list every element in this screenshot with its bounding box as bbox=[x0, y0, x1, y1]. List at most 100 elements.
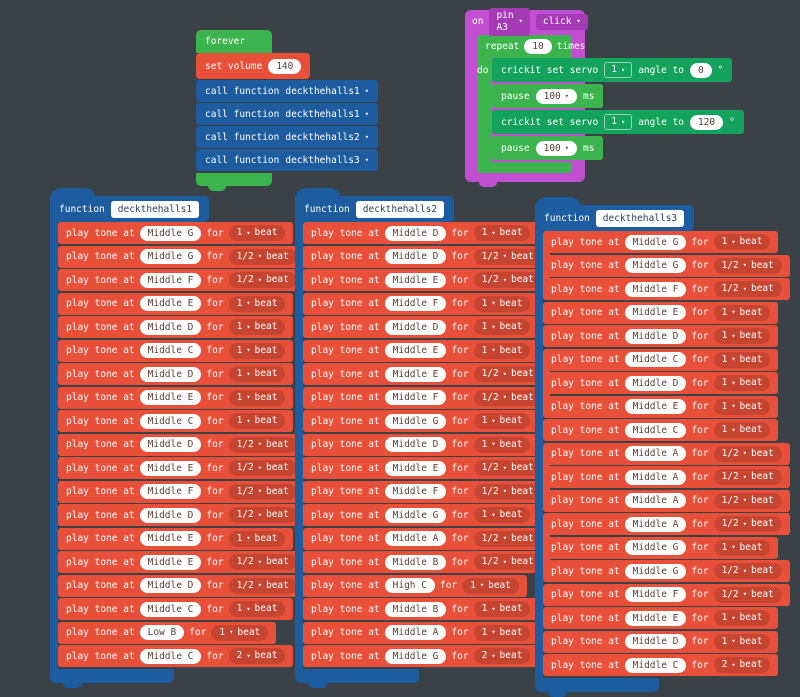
beat-dropdown[interactable]: 1/2 ▾ beat bbox=[473, 248, 542, 265]
play-tone-block[interactable]: play tone at Middle C for 1 ▾ beat bbox=[543, 419, 779, 441]
play-tone-block[interactable]: play tone at Middle C for 1 ▾ beat bbox=[543, 348, 779, 371]
servo-dropdown[interactable]: 1 ▾ bbox=[604, 62, 633, 78]
play-tone-block[interactable]: play tone at Middle E for 1 ▾ beat bbox=[58, 527, 294, 550]
beat-dropdown[interactable]: 1 ▾ beat bbox=[462, 577, 519, 594]
function-define-block[interactable]: function deckthehalls3 play tone at Middl… bbox=[535, 197, 790, 697]
repeat-header[interactable]: repeat 10 times bbox=[477, 35, 585, 58]
beat-dropdown[interactable]: 2 ▾ beat bbox=[228, 648, 286, 664]
play-tone-block[interactable]: play tone at Middle D for 1 ▾ beat bbox=[303, 433, 539, 456]
angle-value-field[interactable]: 0 bbox=[689, 62, 712, 78]
on-pin-header[interactable]: on pin A3 ▾ click ▾ bbox=[465, 7, 588, 36]
play-tone-block[interactable]: play tone at Middle E for 1/2 ▾ beat bbox=[58, 551, 305, 573]
beat-dropdown[interactable]: 1 ▾ beat bbox=[473, 295, 531, 312]
note-field[interactable]: Middle D bbox=[384, 225, 447, 241]
beat-dropdown[interactable]: 1 ▾ beat bbox=[228, 225, 286, 241]
play-tone-block[interactable]: play tone at Middle E for 1 ▾ beat bbox=[543, 301, 779, 324]
play-tone-block[interactable]: play tone at Middle E for 1 ▾ beat bbox=[543, 395, 779, 418]
crickit-set-servo-block[interactable]: crickit set servo 1 ▾ angle to 120 ° bbox=[492, 110, 744, 134]
note-field[interactable]: Middle F bbox=[384, 390, 447, 405]
beat-dropdown[interactable]: 1 ▾ beat bbox=[713, 351, 771, 368]
note-field[interactable]: Middle E bbox=[384, 272, 447, 288]
note-field[interactable]: Middle G bbox=[384, 648, 447, 664]
play-tone-block[interactable]: play tone at Middle C for 1 ▾ beat bbox=[58, 339, 294, 362]
note-field[interactable]: Middle A bbox=[624, 516, 687, 532]
beat-dropdown[interactable]: 1/2 ▾ beat bbox=[713, 445, 782, 462]
beat-dropdown[interactable]: 1 ▾ beat bbox=[228, 413, 286, 429]
servo-dropdown[interactable]: 1 ▾ bbox=[604, 114, 633, 130]
play-tone-block[interactable]: play tone at Middle A for 1/2 ▾ beat bbox=[543, 442, 790, 465]
play-tone-block[interactable]: play tone at Middle G for 1/2 ▾ beat bbox=[58, 245, 305, 268]
note-field[interactable]: Middle F bbox=[624, 587, 687, 602]
play-tone-block[interactable]: play tone at Middle B for 1/2 ▾ beat bbox=[303, 551, 550, 573]
beat-dropdown[interactable]: 1 ▾ beat bbox=[228, 319, 286, 335]
note-field[interactable]: Middle A bbox=[624, 493, 687, 508]
beat-dropdown[interactable]: 2 ▾ beat bbox=[473, 648, 531, 664]
call-function-block[interactable]: call function deckthehalls2 ▾ bbox=[196, 126, 378, 148]
play-tone-block[interactable]: play tone at Middle E for 1/2 ▾ beat bbox=[303, 457, 550, 479]
play-tone-block[interactable]: play tone at Middle F for 1/2 ▾ beat bbox=[543, 583, 790, 606]
note-field[interactable]: Middle D bbox=[384, 319, 447, 335]
play-tone-block[interactable]: play tone at Middle G for 1/2 ▾ beat bbox=[543, 254, 790, 277]
note-field[interactable]: Middle E bbox=[384, 366, 447, 382]
beat-dropdown[interactable]: 1/2 ▾ beat bbox=[713, 516, 782, 532]
beat-dropdown[interactable]: 1/2 ▾ beat bbox=[473, 483, 542, 500]
call-function-block[interactable]: call function deckthehalls1 ▾ bbox=[196, 80, 378, 102]
repeat-count-field[interactable]: 10 bbox=[524, 39, 552, 54]
note-field[interactable]: Middle E bbox=[384, 460, 447, 476]
play-tone-block[interactable]: play tone at Middle G for 1 ▾ beat bbox=[303, 410, 539, 432]
beat-dropdown[interactable]: 1/2 ▾ beat bbox=[713, 257, 782, 274]
note-field[interactable]: Middle E bbox=[139, 531, 202, 546]
beat-dropdown[interactable]: 1 ▾ beat bbox=[228, 342, 286, 359]
beat-dropdown[interactable]: 1 ▾ beat bbox=[713, 328, 771, 344]
play-tone-block[interactable]: play tone at Middle F for 1/2 ▾ beat bbox=[58, 269, 305, 291]
beat-dropdown[interactable]: 1 ▾ beat bbox=[473, 342, 531, 359]
play-tone-block[interactable]: play tone at Middle G for 2 ▾ beat bbox=[303, 645, 539, 667]
play-tone-block[interactable]: play tone at Middle E for 1 ▾ beat bbox=[543, 607, 779, 629]
play-tone-block[interactable]: play tone at Middle F for 1/2 ▾ beat bbox=[58, 480, 305, 503]
play-tone-block[interactable]: play tone at Middle G for 1 ▾ beat bbox=[303, 504, 539, 526]
beat-dropdown[interactable]: 1 ▾ beat bbox=[211, 624, 269, 641]
function-dropdown[interactable]: deckthehalls1 ▾ bbox=[285, 109, 369, 120]
play-tone-block[interactable]: play tone at Middle D for 1/2 ▾ beat bbox=[303, 245, 550, 268]
note-field[interactable]: Middle D bbox=[139, 366, 202, 382]
beat-dropdown[interactable]: 1 ▾ beat bbox=[713, 633, 771, 650]
note-field[interactable]: Middle A bbox=[624, 469, 687, 485]
play-tone-block[interactable]: play tone at Middle C for 1 ▾ beat bbox=[58, 598, 294, 620]
note-field[interactable]: Middle E bbox=[624, 399, 687, 414]
beat-dropdown[interactable]: 1/2 ▾ beat bbox=[228, 507, 297, 523]
beat-dropdown[interactable]: 1/2 ▾ beat bbox=[713, 281, 782, 297]
beat-dropdown[interactable]: 1 ▾ beat bbox=[713, 422, 771, 438]
note-field[interactable]: Middle C bbox=[624, 657, 687, 673]
note-field[interactable]: Middle D bbox=[624, 328, 687, 344]
note-field[interactable]: Middle B bbox=[384, 554, 447, 570]
volume-value-field[interactable]: 140 bbox=[268, 58, 302, 74]
function-header[interactable]: function deckthehalls3 bbox=[535, 205, 695, 231]
play-tone-block[interactable]: play tone at Middle D for 1/2 ▾ beat bbox=[58, 574, 305, 597]
beat-dropdown[interactable]: 1/2 ▾ beat bbox=[473, 389, 542, 406]
beat-dropdown[interactable]: 1/2 ▾ beat bbox=[713, 586, 782, 603]
beat-dropdown[interactable]: 1 ▾ beat bbox=[473, 601, 531, 617]
note-field[interactable]: Middle G bbox=[139, 249, 202, 264]
note-field[interactable]: Middle E bbox=[384, 343, 447, 358]
beat-dropdown[interactable]: 1 ▾ beat bbox=[473, 436, 531, 453]
play-tone-block[interactable]: play tone at Middle D for 1 ▾ beat bbox=[543, 325, 779, 347]
note-field[interactable]: Middle G bbox=[384, 413, 447, 429]
beat-dropdown[interactable]: 1 ▾ beat bbox=[228, 389, 286, 406]
play-tone-block[interactable]: play tone at Middle A for 1/2 ▾ beat bbox=[543, 466, 790, 488]
note-field[interactable]: Middle F bbox=[384, 484, 447, 499]
beat-dropdown[interactable]: 1/2 ▾ beat bbox=[228, 272, 297, 288]
beat-dropdown[interactable]: 2 ▾ beat bbox=[713, 657, 771, 673]
beat-dropdown[interactable]: 1/2 ▾ beat bbox=[713, 492, 782, 509]
play-tone-block[interactable]: play tone at Middle G for 1 ▾ beat bbox=[543, 231, 779, 253]
play-tone-block[interactable]: play tone at Middle D for 1 ▾ beat bbox=[303, 222, 539, 244]
function-define-block[interactable]: function deckthehalls1 play tone at Middl… bbox=[50, 188, 305, 688]
beat-dropdown[interactable]: 1 ▾ beat bbox=[228, 295, 286, 312]
play-tone-block[interactable]: play tone at Middle D for 1 ▾ beat bbox=[58, 316, 294, 338]
beat-dropdown[interactable]: 1/2 ▾ beat bbox=[228, 554, 297, 570]
play-tone-block[interactable]: play tone at Middle B for 1 ▾ beat bbox=[303, 598, 539, 620]
play-tone-block[interactable]: play tone at Middle E for 1 ▾ beat bbox=[303, 339, 539, 362]
beat-dropdown[interactable]: 1/2 ▾ beat bbox=[713, 563, 782, 579]
play-tone-block[interactable]: play tone at Middle F for 1/2 ▾ beat bbox=[543, 278, 790, 300]
play-tone-block[interactable]: play tone at Middle C for 2 ▾ beat bbox=[58, 645, 294, 667]
beat-dropdown[interactable]: 1/2 ▾ beat bbox=[473, 530, 542, 547]
